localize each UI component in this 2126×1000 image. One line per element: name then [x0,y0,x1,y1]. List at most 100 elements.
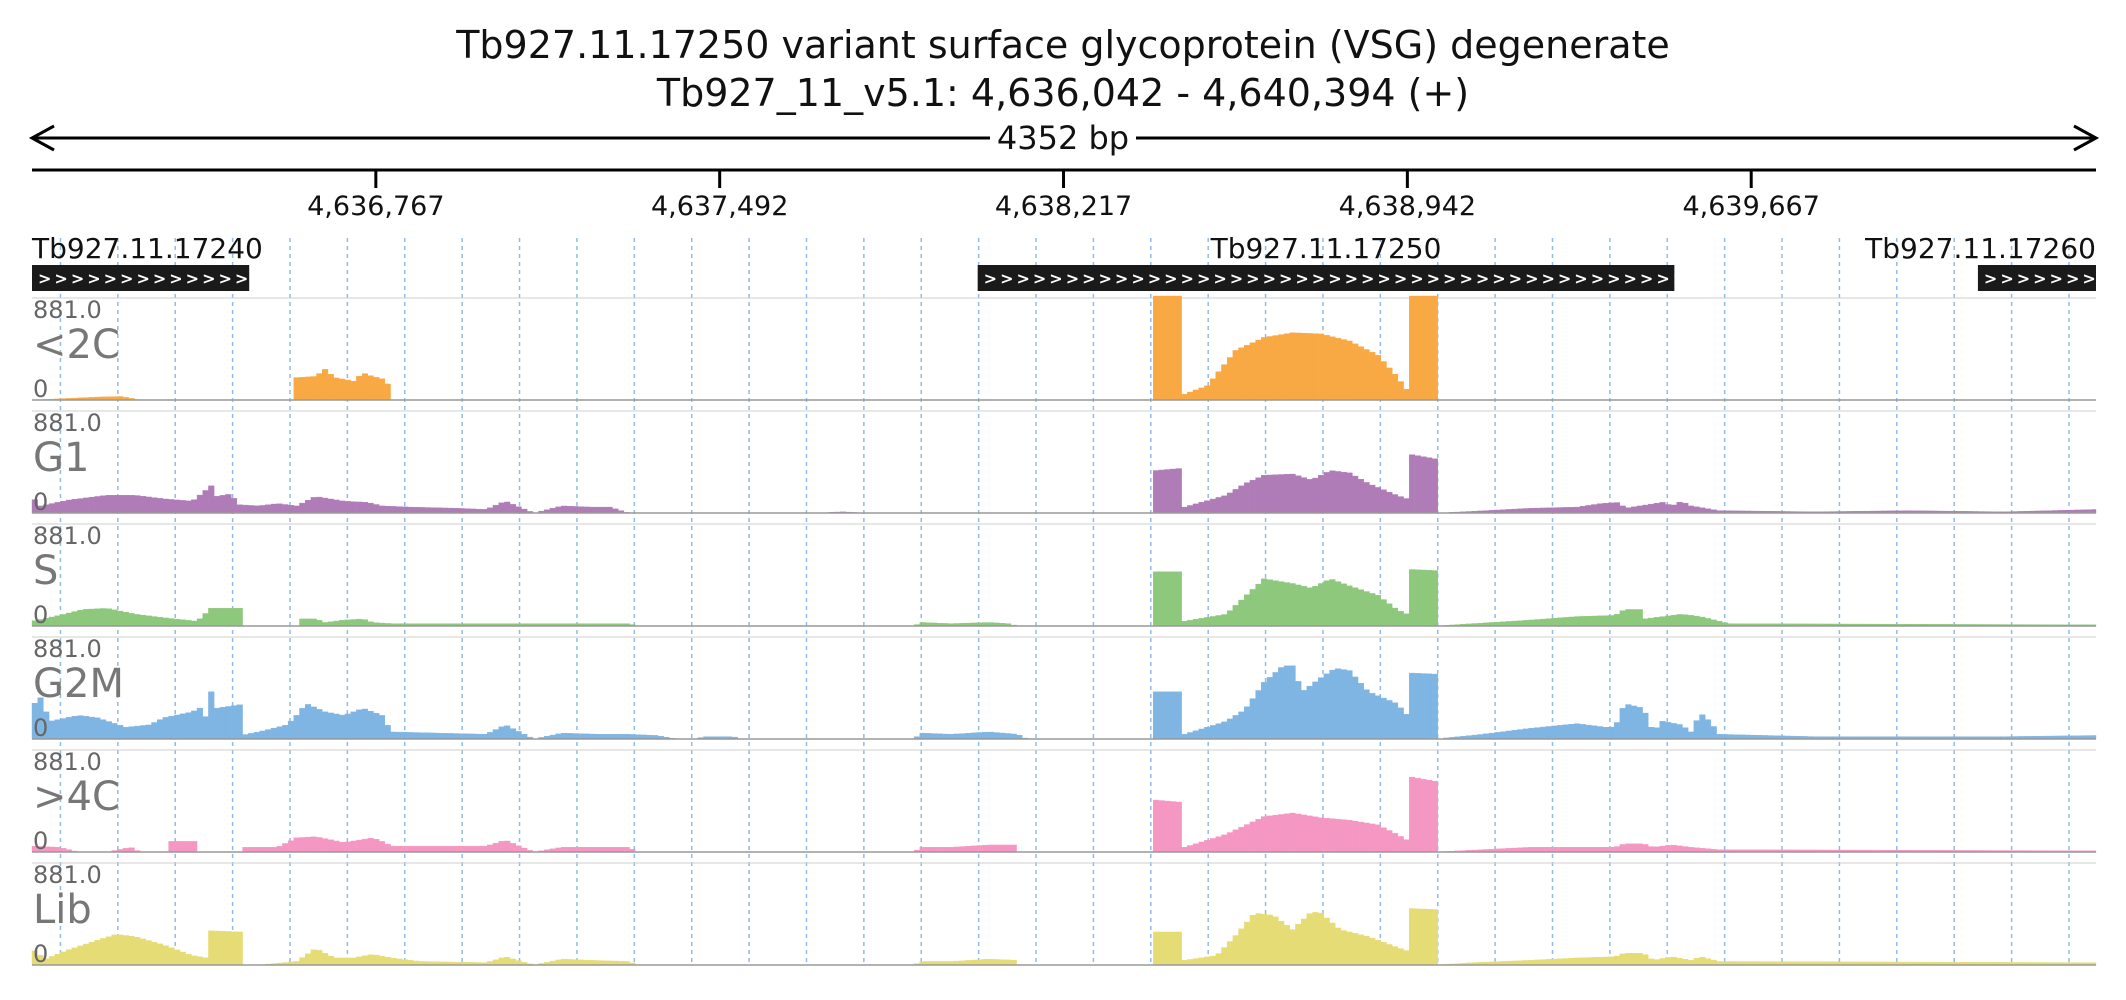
coverage-bar [1261,475,1268,514]
coverage-bar [1403,714,1410,740]
coverage-bar [1659,502,1666,514]
coverage-bar [1636,843,1643,853]
coverage-bar [83,716,90,740]
coverage-bar [407,506,414,514]
span-label: 4352 bp [997,119,1129,157]
coverage-bar [1261,816,1268,853]
coverage-bar [88,716,95,740]
coverage-bar [122,935,129,966]
coverage-bar [225,706,232,740]
coverage-bar [151,497,158,514]
coverage-bar [202,957,209,966]
coverage-bar [1602,726,1609,740]
coverage-bar [322,838,329,853]
track-ymax-label: 881.0 [33,635,102,663]
coverage-bar [350,619,357,627]
coverage-bar [1363,822,1370,853]
coverage-bar [1300,586,1308,627]
coverage-bar [1238,485,1245,514]
coverage-bar [1289,332,1296,401]
coverage-bar [1300,814,1308,853]
coverage-bar [498,841,505,853]
coverage-bar [401,845,408,853]
coverage-bar [117,725,124,740]
coverage-bar [999,732,1006,740]
coverage-bar [1369,484,1376,514]
coverage-bar [1631,952,1638,966]
coverage-bar [1249,589,1256,627]
coverage-bar [976,732,983,740]
coverage-bar [1318,583,1325,627]
coverage-bar [1545,959,1552,966]
coverage-bar [1619,505,1626,514]
coverage-bar [1596,503,1603,514]
coverage-bar [1318,912,1325,966]
coverage-bar [333,713,340,740]
coverage-bar [145,615,152,627]
coverage-bar [1278,814,1285,853]
coverage-bar [515,506,522,514]
coverage-bar [1340,339,1347,401]
coverage-bar [993,732,1000,740]
coverage-bar [105,936,112,966]
coverage-bar [94,608,101,627]
coverage-bar [430,845,437,853]
coverage-bar [1608,502,1615,514]
coverage-bar [1204,726,1211,740]
coverage-bar [1551,725,1558,740]
coverage-bar [509,504,516,514]
coverage-bar [1380,489,1387,514]
coverage-bar [1329,669,1336,740]
coverage-bar [299,837,306,853]
coverage-bar [458,845,465,853]
coverage-bar [1596,615,1603,627]
coverage-bar [282,504,289,514]
coverage-bar [83,943,90,966]
coverage-bar [1676,957,1683,966]
coverage-bar [1261,914,1268,966]
coverage-bar [1619,610,1626,627]
coverage-bar [1226,357,1234,401]
coverage-bar [504,840,511,853]
coverage-bar [1596,957,1603,966]
coverage-bar [122,612,129,627]
coverage-bar [1232,935,1239,966]
coverage-bar [1613,846,1621,853]
coverage-bar [1306,479,1313,514]
gene-label: Tb927.11.17240 [31,232,263,265]
coverage-bar [1175,468,1182,514]
coverage-bar [1619,844,1626,853]
coverage-bar [555,959,562,966]
coverage-bar [174,499,181,514]
coverage-bar [1244,482,1251,514]
coverage-bar [1170,801,1177,853]
coverage-bar [1187,391,1194,401]
coverage-bar [1300,332,1308,401]
coverage-bar [344,713,351,740]
coverage-bar [253,505,260,514]
coverage-bar [1642,504,1649,514]
gene-label: Tb927.11.17260 [1864,232,2096,265]
coverage-bar [572,733,579,740]
coverage-bar [1545,507,1552,514]
coverage-bar [1158,295,1165,401]
coverage-bar [1255,913,1262,966]
coverage-bar [504,957,511,966]
coverage-bar [1278,667,1285,740]
coverage-bar [1152,799,1160,853]
coverage-bar [1255,477,1262,514]
coverage-bar [1545,618,1552,627]
coverage-bar [1181,506,1188,514]
coverage-bar [83,497,90,514]
coverage-bar [1363,482,1370,514]
coverage-bar [1676,501,1683,514]
coverage-bar [333,499,340,514]
coverage-bar [1295,332,1302,401]
coverage-bar [208,485,215,514]
coverage-bar [1551,618,1558,627]
strand-chevrons: >>>>>>> [1984,269,2099,288]
coverage-bar [1244,921,1251,966]
coverage-bar [139,614,147,627]
coverage-bar [378,715,386,740]
coverage-bar [350,501,357,514]
